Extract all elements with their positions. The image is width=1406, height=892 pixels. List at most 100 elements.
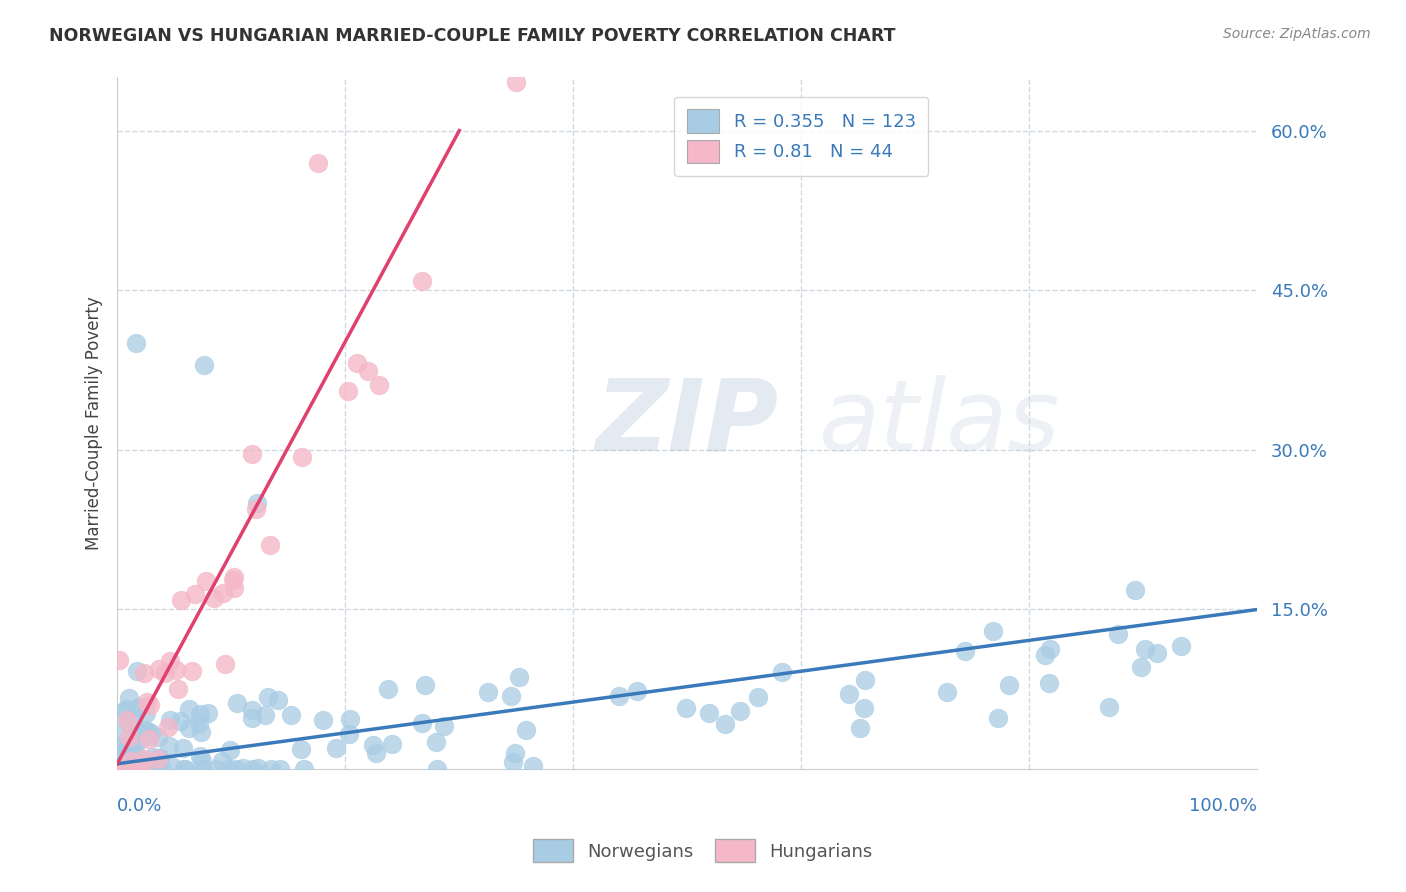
Point <box>1038 675 1060 690</box>
Point <box>110 762 132 776</box>
Point <box>121 762 143 776</box>
Point <box>184 587 207 601</box>
Point <box>292 762 315 776</box>
Legend: Norwegians, Hungarians: Norwegians, Hungarians <box>526 832 880 870</box>
Text: Source: ZipAtlas.com: Source: ZipAtlas.com <box>1223 27 1371 41</box>
Point <box>110 746 132 760</box>
Point <box>118 762 141 776</box>
Point <box>240 711 263 725</box>
Point <box>852 701 875 715</box>
Point <box>173 762 195 776</box>
Point <box>205 762 228 776</box>
Point <box>675 700 697 714</box>
Point <box>108 739 131 753</box>
Point <box>193 358 215 372</box>
Point <box>120 762 142 776</box>
Point <box>339 712 361 726</box>
Point <box>853 673 876 687</box>
Point <box>1133 641 1156 656</box>
Point <box>849 721 872 735</box>
Point <box>770 665 793 680</box>
Point <box>242 762 264 776</box>
Point <box>499 689 522 703</box>
Point <box>180 664 202 678</box>
Point <box>124 745 146 759</box>
Point <box>1038 642 1060 657</box>
Point <box>139 762 162 776</box>
Point <box>148 751 170 765</box>
Point <box>108 653 131 667</box>
Point <box>257 690 280 705</box>
Point <box>121 762 143 776</box>
Point <box>477 684 499 698</box>
Point <box>368 378 391 392</box>
Point <box>211 586 233 600</box>
Point <box>515 723 537 738</box>
Point <box>142 750 165 764</box>
Point <box>225 762 247 776</box>
Point <box>226 697 249 711</box>
Point <box>246 496 269 510</box>
Point <box>377 681 399 696</box>
Point <box>150 762 173 776</box>
Point <box>222 570 245 584</box>
Point <box>747 690 769 704</box>
Point <box>157 739 180 753</box>
Point <box>503 746 526 760</box>
Point <box>149 751 172 765</box>
Point <box>336 384 359 399</box>
Point <box>114 702 136 716</box>
Point <box>128 699 150 714</box>
Point <box>1033 648 1056 662</box>
Point <box>177 702 200 716</box>
Point <box>124 336 146 351</box>
Point <box>411 716 433 731</box>
Point <box>838 687 860 701</box>
Point <box>188 715 211 730</box>
Point <box>153 665 176 680</box>
Point <box>195 574 218 588</box>
Point <box>159 713 181 727</box>
Point <box>141 726 163 740</box>
Point <box>131 762 153 776</box>
Point <box>118 690 141 705</box>
Point <box>311 713 333 727</box>
Point <box>214 657 236 671</box>
Point <box>159 654 181 668</box>
Point <box>107 723 129 737</box>
Point <box>267 692 290 706</box>
Point <box>307 155 329 169</box>
Point <box>112 705 135 719</box>
Point <box>127 664 149 678</box>
Point <box>425 735 447 749</box>
Point <box>433 719 456 733</box>
Point <box>134 665 156 680</box>
Point <box>626 683 648 698</box>
Point <box>411 274 433 288</box>
Point <box>259 538 281 552</box>
Text: atlas: atlas <box>818 375 1060 472</box>
Point <box>111 758 134 772</box>
Point <box>697 706 720 721</box>
Point <box>172 741 194 756</box>
Point <box>714 717 737 731</box>
Point <box>197 706 219 720</box>
Point <box>1098 699 1121 714</box>
Point <box>138 731 160 746</box>
Point <box>190 725 212 739</box>
Point <box>325 741 347 756</box>
Point <box>218 762 240 776</box>
Point <box>165 663 187 677</box>
Point <box>426 762 449 776</box>
Point <box>174 762 197 776</box>
Point <box>607 689 630 703</box>
Point <box>245 502 267 516</box>
Point <box>125 750 148 764</box>
Text: 100.0%: 100.0% <box>1189 797 1257 814</box>
Point <box>107 762 129 776</box>
Point <box>232 761 254 775</box>
Point <box>179 721 201 735</box>
Point <box>110 756 132 771</box>
Point <box>290 450 312 464</box>
Point <box>502 756 524 770</box>
